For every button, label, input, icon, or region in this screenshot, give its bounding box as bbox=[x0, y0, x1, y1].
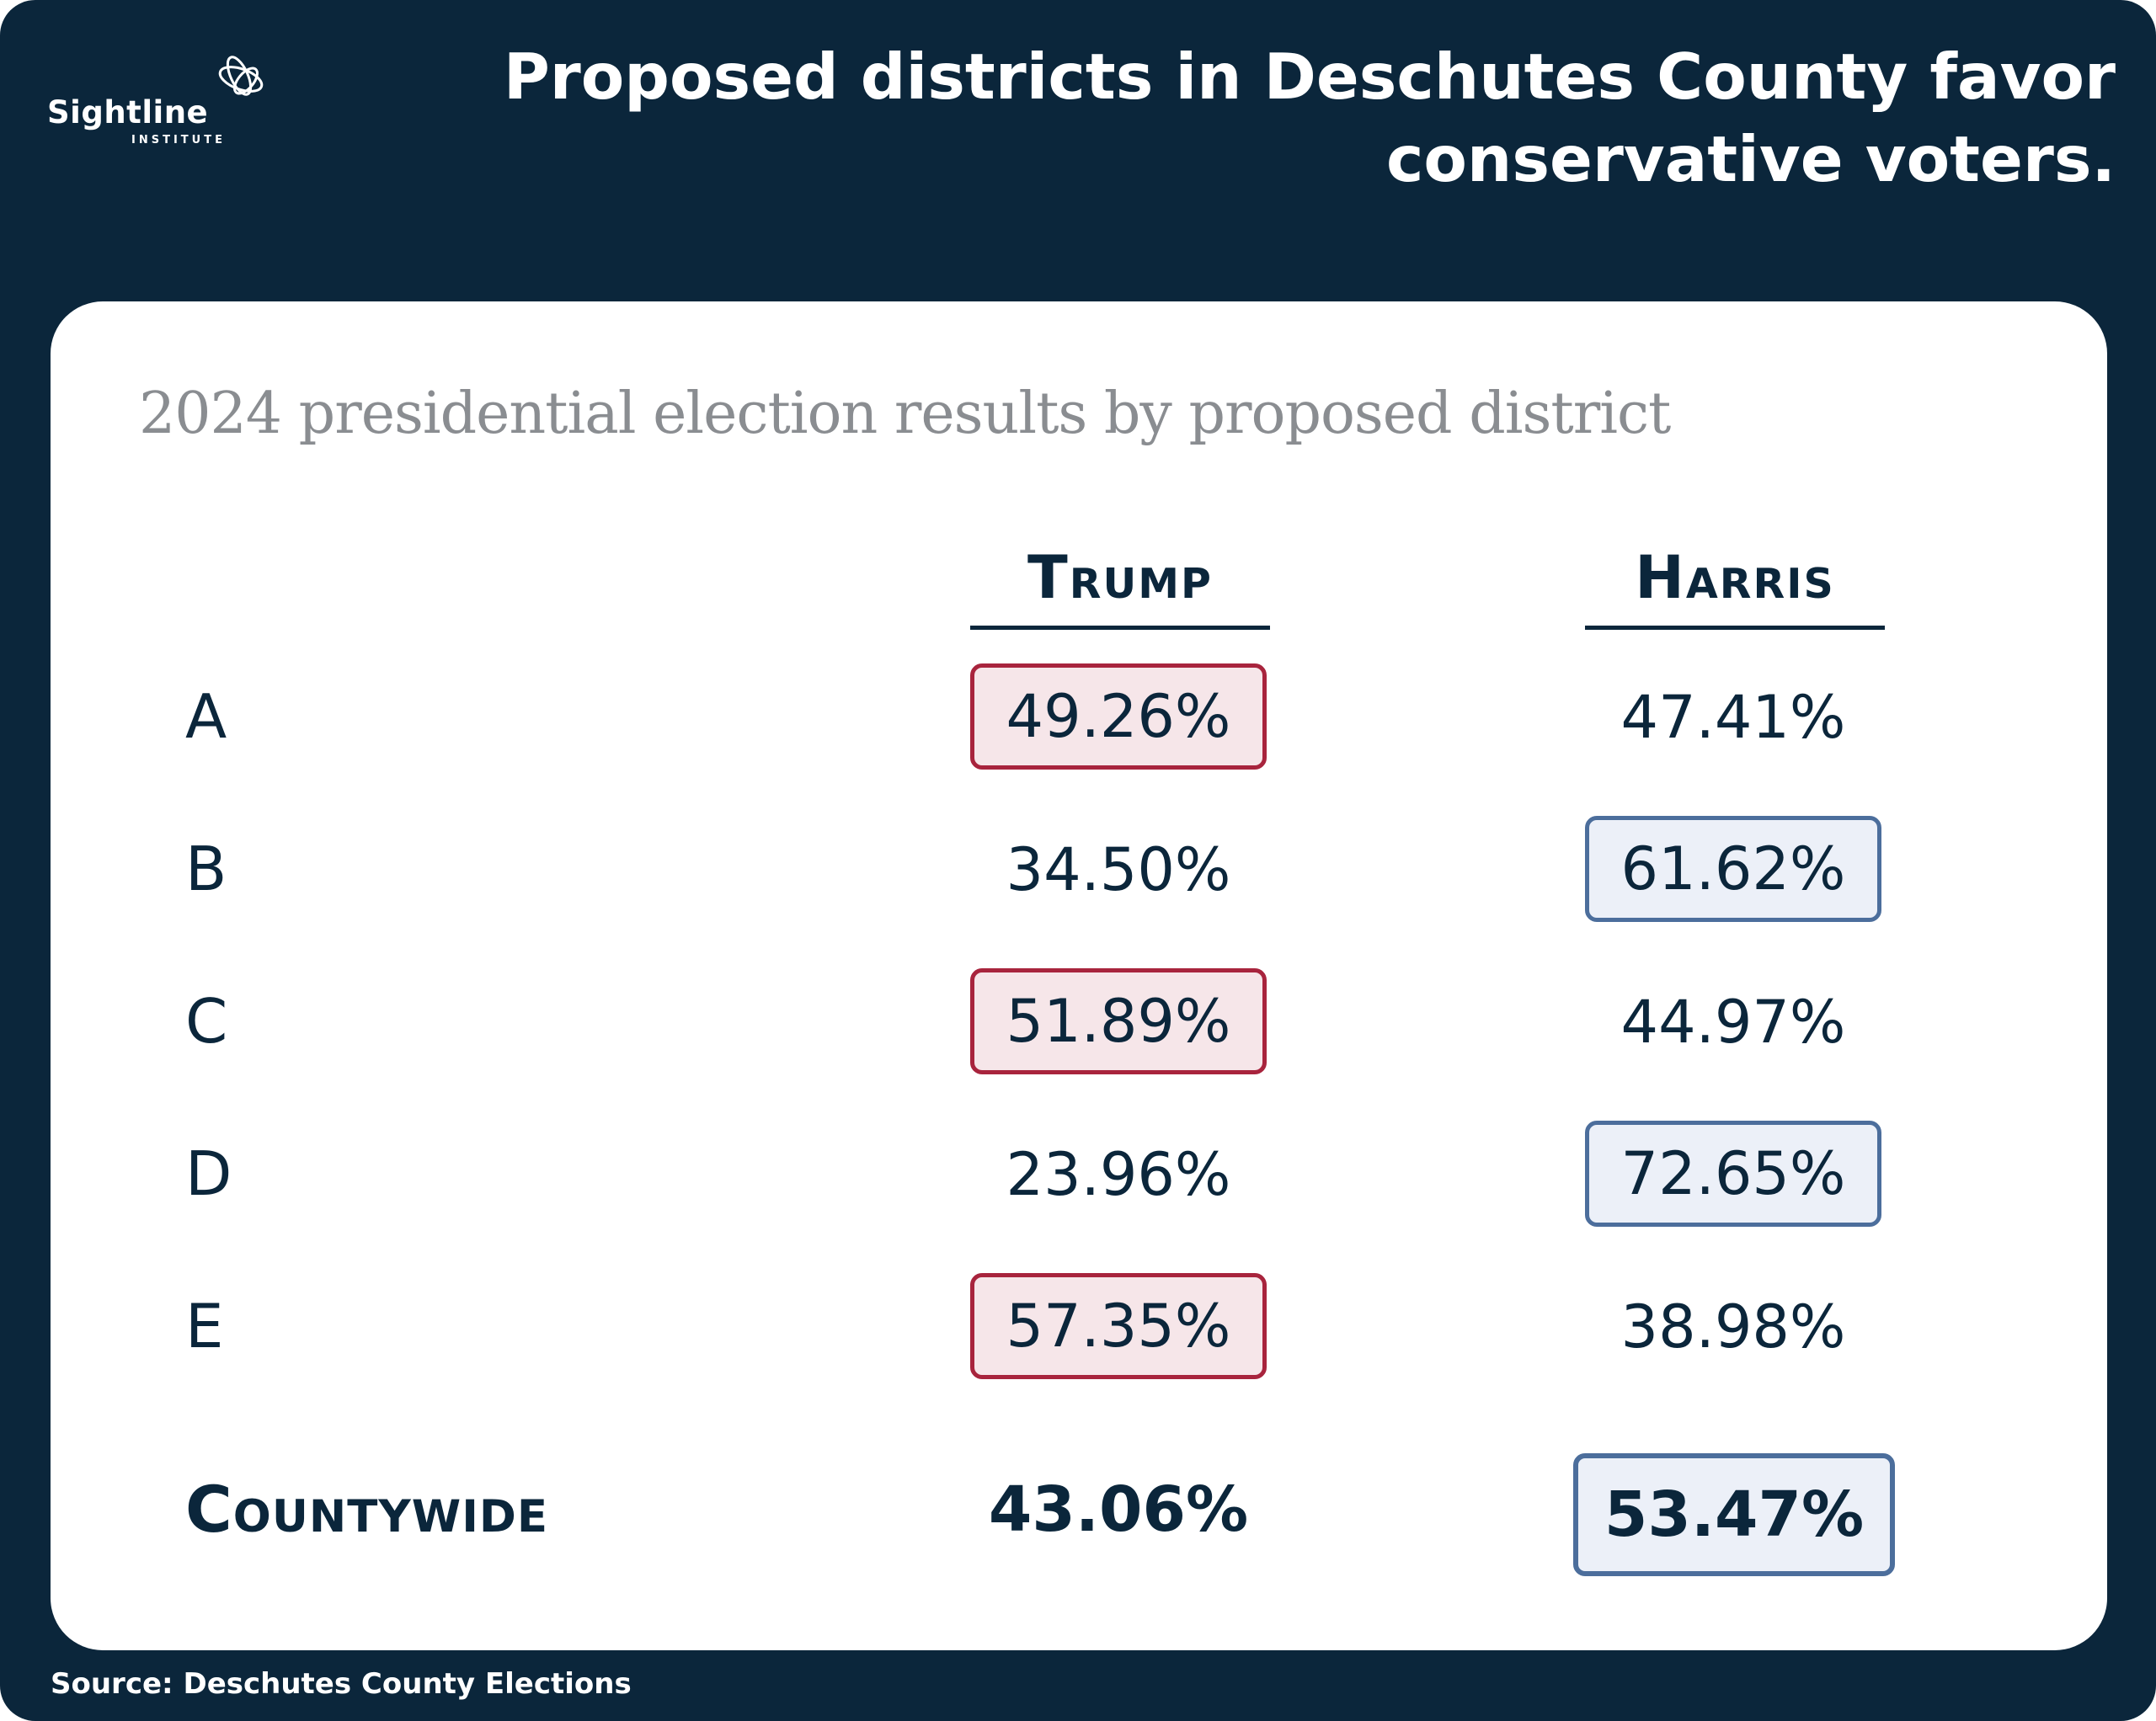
row-label-b: B bbox=[185, 834, 227, 904]
cell-countywide-harris: 53.47% bbox=[1573, 1453, 1895, 1576]
logo-mark-icon bbox=[218, 56, 264, 96]
row-label-c: C bbox=[185, 986, 228, 1057]
cell-d-harris: 72.65% bbox=[1585, 1121, 1881, 1227]
results-card: 2024 presidential election results by pr… bbox=[51, 301, 2107, 1650]
column-header-harris-label: Harris bbox=[1635, 543, 1835, 612]
cell-c-harris: 44.97% bbox=[1620, 988, 1846, 1057]
logo-sub: INSTITUTE bbox=[131, 134, 226, 147]
row-label-countywide: Countywide bbox=[185, 1472, 549, 1547]
source-note: Source: Deschutes County Elections bbox=[51, 1667, 632, 1701]
column-header-trump-label: Trump bbox=[1027, 543, 1213, 612]
table-title: 2024 presidential election results by pr… bbox=[139, 381, 1671, 447]
headline: Proposed districts in Deschutes County f… bbox=[503, 40, 2116, 196]
cell-b-trump: 34.50% bbox=[1006, 835, 1231, 904]
cell-a-trump: 49.26% bbox=[970, 663, 1267, 770]
cell-e-harris: 38.98% bbox=[1620, 1292, 1846, 1361]
row-label-d: D bbox=[185, 1138, 232, 1209]
column-underline bbox=[1585, 626, 1885, 630]
logo-name: Sightline bbox=[47, 94, 209, 131]
cell-a-harris: 47.41% bbox=[1620, 683, 1846, 752]
row-label-e: E bbox=[185, 1291, 224, 1361]
cell-b-harris: 61.62% bbox=[1585, 816, 1881, 922]
cell-countywide-trump: 43.06% bbox=[988, 1473, 1249, 1546]
cell-c-trump: 51.89% bbox=[970, 968, 1267, 1074]
cell-d-trump: 23.96% bbox=[1006, 1140, 1231, 1209]
row-label-a: A bbox=[185, 681, 227, 752]
column-header-trump: Trump bbox=[970, 537, 1270, 630]
column-header-harris: Harris bbox=[1585, 537, 1885, 630]
sightline-logo: Sightline INSTITUTE bbox=[47, 44, 266, 153]
column-underline bbox=[970, 626, 1270, 630]
cell-e-trump: 57.35% bbox=[970, 1273, 1267, 1379]
